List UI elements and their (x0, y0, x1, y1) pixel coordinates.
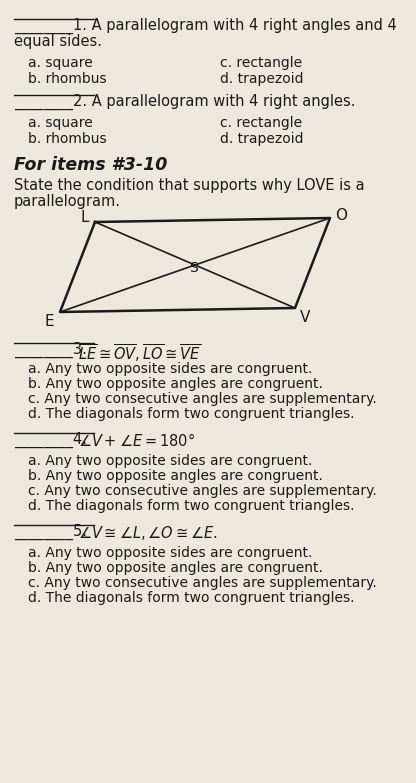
Text: For items #3-10: For items #3-10 (14, 156, 167, 174)
Text: d. trapezoid: d. trapezoid (220, 132, 304, 146)
Text: parallelogram.: parallelogram. (14, 194, 121, 209)
Text: equal sides.: equal sides. (14, 34, 102, 49)
Text: a. Any two opposite sides are congruent.: a. Any two opposite sides are congruent. (28, 546, 312, 560)
Text: d. The diagonals form two congruent triangles.: d. The diagonals form two congruent tria… (28, 407, 354, 421)
Text: ________2. A parallelogram with 4 right angles.: ________2. A parallelogram with 4 right … (14, 94, 356, 110)
Text: b. rhombus: b. rhombus (28, 132, 106, 146)
Text: ________4.: ________4. (14, 432, 92, 448)
Text: c. rectangle: c. rectangle (220, 116, 302, 130)
Text: a. Any two opposite sides are congruent.: a. Any two opposite sides are congruent. (28, 362, 312, 376)
Text: a. Any two opposite sides are congruent.: a. Any two opposite sides are congruent. (28, 454, 312, 468)
Text: V: V (300, 310, 310, 325)
Text: b. Any two opposite angles are congruent.: b. Any two opposite angles are congruent… (28, 469, 323, 483)
Text: ________5.: ________5. (14, 524, 92, 540)
Text: c. Any two consecutive angles are supplementary.: c. Any two consecutive angles are supple… (28, 392, 377, 406)
Text: ________1. A parallelogram with 4 right angles and 4: ________1. A parallelogram with 4 right … (14, 18, 397, 34)
Text: $\angle V + \angle E = 180°$: $\angle V + \angle E = 180°$ (78, 432, 195, 449)
Text: E: E (44, 314, 54, 329)
Text: c. rectangle: c. rectangle (220, 56, 302, 70)
Text: ________3.: ________3. (14, 342, 92, 358)
Text: L: L (81, 210, 89, 225)
Text: c. Any two consecutive angles are supplementary.: c. Any two consecutive angles are supple… (28, 484, 377, 498)
Text: $\overline{LE} \cong \overline{OV}, \overline{LO} \cong \overline{VE}$: $\overline{LE} \cong \overline{OV}, \ove… (78, 342, 201, 363)
Text: State the condition that supports why LOVE is a: State the condition that supports why LO… (14, 178, 365, 193)
Text: $\angle V \cong \angle L, \angle O \cong \angle E.$: $\angle V \cong \angle L, \angle O \cong… (78, 524, 218, 542)
Text: b. rhombus: b. rhombus (28, 72, 106, 86)
Text: a. square: a. square (28, 56, 93, 70)
Text: b. Any two opposite angles are congruent.: b. Any two opposite angles are congruent… (28, 377, 323, 391)
Text: c. Any two consecutive angles are supplementary.: c. Any two consecutive angles are supple… (28, 576, 377, 590)
Text: d. The diagonals form two congruent triangles.: d. The diagonals form two congruent tria… (28, 499, 354, 513)
Text: d. trapezoid: d. trapezoid (220, 72, 304, 86)
Text: d. The diagonals form two congruent triangles.: d. The diagonals form two congruent tria… (28, 591, 354, 605)
Text: S: S (189, 261, 198, 275)
Text: b. Any two opposite angles are congruent.: b. Any two opposite angles are congruent… (28, 561, 323, 575)
Text: O: O (335, 208, 347, 223)
Text: a. square: a. square (28, 116, 93, 130)
